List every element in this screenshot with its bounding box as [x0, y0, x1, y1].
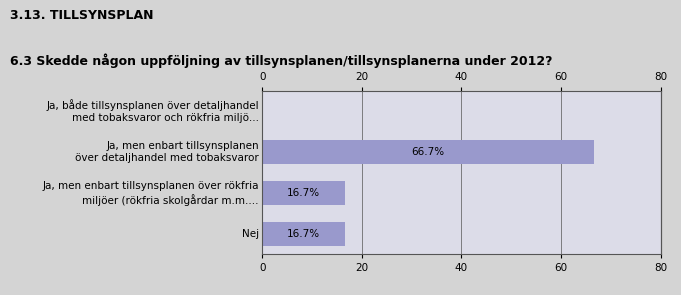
Text: 3.13. TILLSYNSPLAN: 3.13. TILLSYNSPLAN: [10, 9, 154, 22]
Text: 6.3 Skedde någon uppföljning av tillsynsplanen/tillsynsplanerna under 2012?: 6.3 Skedde någon uppföljning av tillsyns…: [10, 53, 553, 68]
Text: Ja, men enbart tillsynsplanen över rökfria
miljöer (rökfria skolgårdar m.m....: Ja, men enbart tillsynsplanen över rökfr…: [42, 181, 259, 206]
Bar: [262, 140, 595, 164]
Bar: [262, 181, 345, 205]
Bar: [262, 222, 345, 246]
Text: Ja, men enbart tillsynsplanen
över detaljhandel med tobaksvaror: Ja, men enbart tillsynsplanen över detal…: [75, 141, 259, 163]
Text: Ja, både tillsynsplanen över detaljhandel
med tobaksvaror och rökfria miljö...: Ja, både tillsynsplanen över detaljhande…: [46, 99, 259, 123]
Text: 16.7%: 16.7%: [287, 188, 320, 198]
Text: 16.7%: 16.7%: [287, 229, 320, 239]
Text: Nej: Nej: [242, 229, 259, 239]
Text: 66.7%: 66.7%: [412, 147, 445, 157]
